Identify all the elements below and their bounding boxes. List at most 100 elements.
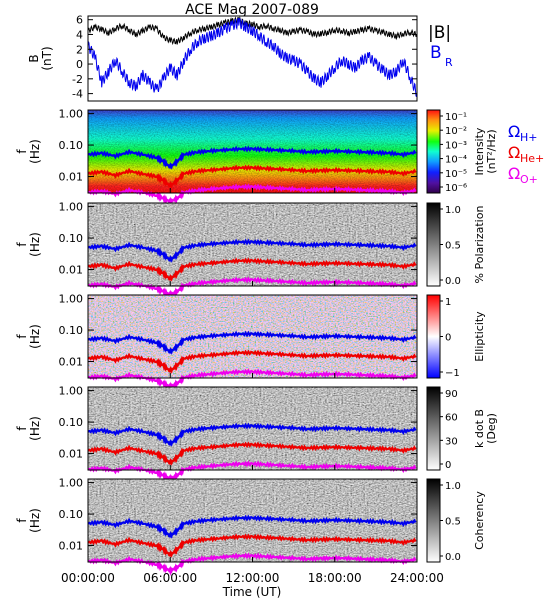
colorbar-tick-label: 10⁻¹ xyxy=(445,112,467,123)
y-tick-label: 0.10 xyxy=(59,416,84,429)
x-tick-label: 00:00:00 xyxy=(61,571,115,585)
gyro-curve-o-plus xyxy=(87,183,417,208)
colorbar xyxy=(426,386,441,471)
colorbar xyxy=(426,294,441,379)
y-axis-label-line: (Hz) xyxy=(28,416,42,441)
colorbar-tick-label: 1 xyxy=(445,297,451,308)
colorbar-label-line: Ellipticity xyxy=(473,311,486,362)
intensity-panel: 1.00 0.10 0.01 f(Hz) 10⁻¹ 10⁻² 10⁻³ 10⁻⁴ 10⁻⁵ 10⁻… xyxy=(15,108,544,208)
gyro-curve-h-plus xyxy=(87,514,417,539)
gyro-curve-he-plus xyxy=(87,257,417,282)
y-tick-label: 0.10 xyxy=(59,324,84,337)
y-tick-label: 1.00 xyxy=(59,293,84,306)
series-line-b-r xyxy=(87,17,418,98)
colorbar-tick-label: 0.0 xyxy=(445,552,461,563)
colorbar-label-line: Intensity xyxy=(473,127,486,175)
colorbar-label-line: % Polarization xyxy=(473,206,486,284)
x-tick-label: 06:00:00 xyxy=(143,571,197,585)
gyro-label-subscript: He+ xyxy=(520,152,544,165)
colorbar-label-line: (Deg) xyxy=(485,413,498,444)
gyro-curve-o-plus xyxy=(87,552,417,577)
y-axis-label: f(Hz) xyxy=(15,139,42,164)
y-axis-label-line: (Hz) xyxy=(28,508,42,533)
colorbar-label: % Polarization xyxy=(473,206,486,284)
plot-frame xyxy=(87,15,418,102)
y-axis-label: B(nT) xyxy=(27,46,54,70)
x-tick-label: 24:00:00 xyxy=(390,571,444,585)
colorbar-tick-label: 30 xyxy=(445,436,458,447)
y-tick-label: 0.01 xyxy=(59,540,84,553)
colorbar-tick-label: 0 xyxy=(445,333,451,344)
y-axis-label-line: (Hz) xyxy=(28,324,42,349)
y-tick-label: 0.10 xyxy=(59,139,84,152)
coherency-panel: 1.00 0.10 0.01 f(Hz) 1.0 0.5 0.0 Coherency xyxy=(15,477,486,577)
y-tick-label: -2 xyxy=(72,73,83,86)
colorbar-tick-label: 10⁻⁵ xyxy=(445,169,467,180)
k-dot-b-panel: 1.00 0.10 0.01 f(Hz) 90 60 30 0 k dot B(Deg) xyxy=(15,385,498,485)
y-axis-label-line: B xyxy=(27,54,41,62)
gyro-label-subscript: H+ xyxy=(520,131,538,144)
y-axis-label: f(Hz) xyxy=(15,416,42,441)
y-axis-label-line: (nT) xyxy=(40,46,54,70)
gyro-curve-o-plus xyxy=(87,276,417,301)
y-axis-label-line: (Hz) xyxy=(28,232,42,257)
y-axis-label-line: f xyxy=(15,518,29,523)
colorbar-tick-label: 10⁻² xyxy=(445,126,467,137)
colorbar-label: Coherency xyxy=(473,491,486,550)
figure-title: ACE Mag 2007-089 xyxy=(185,2,319,18)
y-axis-label: f(Hz) xyxy=(15,232,42,257)
colorbar-tick-label: 1.0 xyxy=(445,481,461,492)
colorbar xyxy=(426,202,441,287)
colorbar-tick-label: 10⁻⁴ xyxy=(445,155,467,166)
y-tick-label: 1.00 xyxy=(59,108,84,121)
y-axis-label: f(Hz) xyxy=(15,324,42,349)
y-axis-label-line: (Hz) xyxy=(28,139,42,164)
y-tick-label: 0.01 xyxy=(59,171,84,184)
y-tick-label: 0.01 xyxy=(59,264,84,277)
colorbar xyxy=(426,109,441,194)
y-axis-label: f(Hz) xyxy=(15,508,42,533)
gyro-curve-he-plus xyxy=(87,533,417,558)
y-tick-label: 0.01 xyxy=(59,356,84,369)
gyro-curve-he-plus xyxy=(87,441,417,466)
y-tick-label: 1.00 xyxy=(59,385,84,398)
y-tick-label: 0.10 xyxy=(59,508,84,521)
colorbar-tick-label: 0.0 xyxy=(445,276,461,287)
time-axis: 00:00:00 06:00:00 12:00:00 18:00:00 24:0… xyxy=(61,571,444,599)
y-tick-label: 1.00 xyxy=(59,201,84,214)
colorbar-label: Intensity(nT²/Hz) xyxy=(473,127,498,175)
colorbar-label: Ellipticity xyxy=(473,311,486,362)
gyro-curve-he-plus xyxy=(87,164,417,189)
gyro-label-h-plus: Ω xyxy=(508,122,520,141)
gyro-curve-h-plus xyxy=(87,145,417,170)
colorbar-tick-label: 0 xyxy=(445,460,451,471)
x-axis-label: Time (UT) xyxy=(222,585,282,599)
ellipticity-panel: 1.00 0.10 0.01 f(Hz) 1 0 −1 Ellipticity xyxy=(15,293,486,393)
gyro-curve-o-plus xyxy=(87,460,417,485)
legend-b-r: B xyxy=(430,43,442,63)
y-tick-label: 2 xyxy=(76,43,83,56)
gyro-label-he-plus: Ω xyxy=(508,143,520,162)
gyro-curve-h-plus xyxy=(87,422,417,447)
y-tick-label: 4 xyxy=(76,28,83,41)
colorbar-tick-label: −1 xyxy=(445,368,460,379)
colorbar-label-line: Coherency xyxy=(473,491,486,550)
y-axis-label-line: f xyxy=(15,426,29,431)
y-axis-label-line: f xyxy=(15,242,29,247)
gyro-curve-h-plus xyxy=(87,238,417,263)
colorbar-tick-label: 0.5 xyxy=(445,517,461,528)
y-axis-label-line: f xyxy=(15,334,29,339)
y-tick-label: 0 xyxy=(76,58,83,71)
y-tick-label: 0.10 xyxy=(59,232,84,245)
colorbar-tick-label: 90 xyxy=(445,389,458,400)
colorbar-tick-label: 0.5 xyxy=(445,241,461,252)
colorbar xyxy=(426,478,441,563)
gyro-label-o-plus: Ω xyxy=(508,164,520,183)
y-tick-label: 0.01 xyxy=(59,448,84,461)
colorbar-tick-label: 60 xyxy=(445,413,458,424)
y-tick-label: 6 xyxy=(76,14,83,27)
y-tick-label: 1.00 xyxy=(59,477,84,490)
